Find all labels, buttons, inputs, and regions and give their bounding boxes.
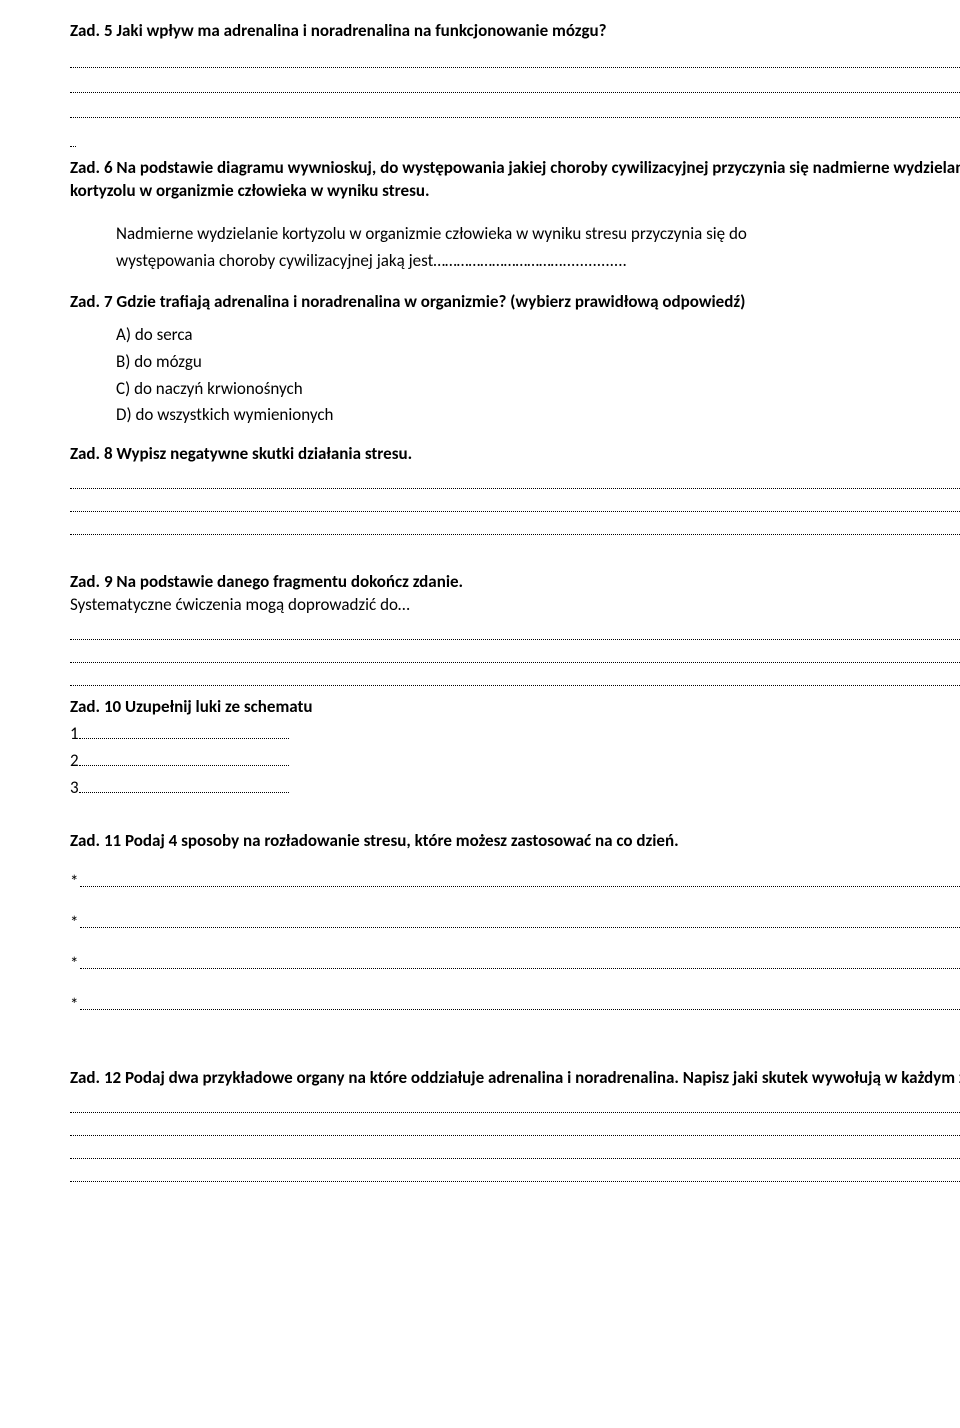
- zad5-title: Zad. 5 Jaki wpływ ma adrenalina i noradr…: [70, 20, 960, 43]
- blank-line: [70, 662, 960, 663]
- zad6-line2-text: występowania choroby cywilizacyjnej jaką…: [116, 250, 433, 271]
- blank-line: [70, 117, 960, 118]
- zad7-title: Zad. 7 Gdzie trafiają adrenalina i norad…: [70, 291, 960, 314]
- zad6-line2: występowania choroby cywilizacyjnej jaką…: [116, 250, 960, 273]
- option-c[interactable]: C) do naczyń krwionośnych: [116, 378, 960, 401]
- zad11-row-3[interactable]: *: [70, 953, 960, 976]
- blank-line: [80, 1009, 960, 1010]
- dot-mark: [70, 146, 76, 147]
- option-b[interactable]: B) do mózgu: [116, 351, 960, 374]
- blank-line: [70, 1135, 960, 1136]
- zad10-title: Zad. 10 Uzupełnij luki ze schematu: [70, 696, 960, 719]
- zad11-row-2[interactable]: *: [70, 912, 960, 935]
- zad10-row-2[interactable]: 2: [70, 750, 960, 773]
- zad7-options: A) do serca B) do mózgu C) do naczyń krw…: [116, 324, 960, 428]
- zad10-num-2: 2: [70, 750, 79, 773]
- blank-line: [80, 886, 960, 887]
- zad10-row-1[interactable]: 1: [70, 723, 960, 746]
- blank-line: [70, 1181, 960, 1182]
- blank-line: [70, 685, 960, 686]
- option-d[interactable]: D) do wszystkich wymienionych: [116, 404, 960, 427]
- zad8-title: Zad. 8 Wypisz negatywne skutki działania…: [70, 443, 960, 466]
- zad9-sub: Systematyczne ćwiczenia mogą doprowadzić…: [70, 594, 960, 617]
- blank-line: [70, 639, 960, 640]
- blank-line: [70, 534, 960, 535]
- star-mark: *: [70, 912, 78, 935]
- option-a[interactable]: A) do serca: [116, 324, 960, 347]
- zad8-answer-area[interactable]: [70, 488, 960, 535]
- zad10-num-1: 1: [70, 723, 79, 746]
- zad5-answer-area[interactable]: [70, 67, 960, 118]
- zad10-num-3: 3: [70, 777, 79, 800]
- blank-line: [80, 927, 960, 928]
- blank-line: [70, 488, 960, 489]
- zad11-title: Zad. 11 Podaj 4 sposoby na rozładowanie …: [70, 830, 960, 853]
- zad11-row-4[interactable]: *: [70, 994, 960, 1017]
- zad12-title: Zad. 12 Podaj dwa przykładowe organy na …: [70, 1067, 960, 1090]
- blank-line: [80, 968, 960, 969]
- zad6-body: Nadmierne wydzielanie kortyzolu w organi…: [116, 223, 960, 273]
- zad6-line1: Nadmierne wydzielanie kortyzolu w organi…: [116, 223, 960, 246]
- blank-line: [70, 67, 960, 68]
- zad6-title: Zad. 6 Na podstawie diagramu wywnioskuj,…: [70, 157, 960, 203]
- blank-line: [70, 1158, 960, 1159]
- zad11-row-1[interactable]: *: [70, 871, 960, 894]
- zad9-title: Zad. 9 Na podstawie danego fragmentu dok…: [70, 571, 960, 594]
- blank-line: [70, 1112, 960, 1113]
- star-mark: *: [70, 953, 78, 976]
- zad12-answer-area[interactable]: [70, 1112, 960, 1182]
- zad10-row-3[interactable]: 3: [70, 777, 960, 800]
- blank-line: [79, 738, 289, 739]
- star-mark: *: [70, 994, 78, 1017]
- blank-line: [79, 765, 289, 766]
- zad9-answer-area[interactable]: [70, 639, 960, 686]
- star-mark: *: [70, 871, 78, 894]
- blank-line: [79, 792, 289, 793]
- blank-line: [70, 511, 960, 512]
- blank-line: [70, 92, 960, 93]
